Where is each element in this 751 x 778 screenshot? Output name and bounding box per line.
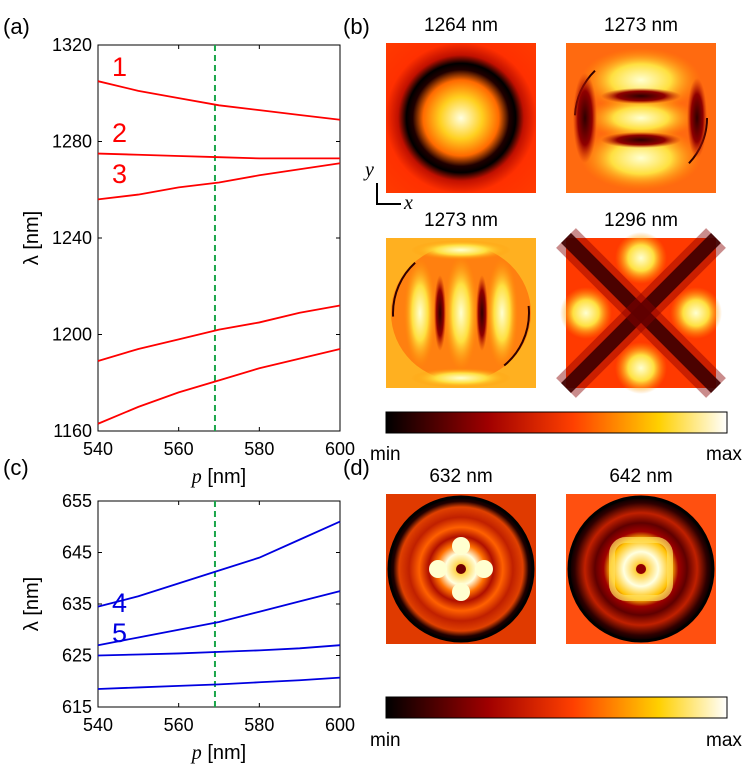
x-tick-label: 560 bbox=[164, 439, 194, 459]
x-tick-label: 600 bbox=[325, 715, 355, 735]
panel-label-d: (d) bbox=[343, 455, 370, 480]
series-line-3 bbox=[97, 676, 341, 690]
series-line-2 bbox=[97, 162, 341, 201]
axis-x-label: x bbox=[403, 192, 413, 214]
map-title-1264: 1264 nm bbox=[424, 15, 498, 36]
y-axis-label: λ [nm] bbox=[21, 211, 43, 265]
y-tick-label: 635 bbox=[62, 594, 92, 614]
field-maps-d: 632 nm 642 nm min max bbox=[370, 466, 742, 751]
series-line-2 bbox=[97, 644, 341, 657]
field-map-1264 bbox=[386, 43, 536, 193]
field-map-642 bbox=[566, 494, 716, 644]
y-tick-label: 655 bbox=[62, 491, 92, 511]
x-tick-label: 540 bbox=[83, 439, 113, 459]
chart-c: 540 560 580 600 615 625 635 645 655 p [nm] λ [nm] 4… bbox=[21, 491, 355, 764]
colorbar-b: min max bbox=[370, 411, 742, 465]
series-label-3: 3 bbox=[112, 159, 127, 189]
map-title-1273a: 1273 nm bbox=[604, 15, 678, 36]
field-maps-b: 1264 nm 1273 nm 1273 nm 1296 nm y x bbox=[363, 15, 742, 465]
y-tick-label: 645 bbox=[62, 543, 92, 563]
field-map-1296 bbox=[556, 228, 726, 398]
colorbar-b-min: min bbox=[370, 444, 401, 465]
plot-area bbox=[97, 44, 341, 432]
y-tick-label: 625 bbox=[62, 646, 92, 666]
colorbar-d-max: max bbox=[706, 730, 742, 751]
field-map-1273-top bbox=[566, 43, 716, 193]
panel-label-c: (c) bbox=[3, 455, 29, 480]
y-tick-label: 1280 bbox=[52, 132, 92, 152]
series-line-4 bbox=[97, 348, 341, 425]
field-map-1273-bottom bbox=[386, 238, 536, 388]
series-line-1 bbox=[97, 590, 341, 647]
series-label-1: 1 bbox=[112, 52, 127, 82]
y-axis-label: λ [nm] bbox=[21, 577, 43, 631]
series-line-0 bbox=[97, 80, 341, 121]
xy-axis-indicator: y x bbox=[363, 159, 413, 214]
x-tick-label: 540 bbox=[83, 715, 113, 735]
plot-area bbox=[97, 500, 341, 708]
x-tick-label: 560 bbox=[164, 715, 194, 735]
series-label-2: 2 bbox=[112, 118, 127, 148]
map-title-1296: 1296 nm bbox=[604, 210, 678, 231]
colorbar-b-max: max bbox=[706, 444, 742, 465]
series-line-0 bbox=[97, 520, 341, 608]
y-tick-label: 1240 bbox=[52, 228, 92, 248]
series-label-5: 5 bbox=[112, 618, 127, 648]
field-map-632 bbox=[386, 494, 536, 644]
colorbar-d-min: min bbox=[370, 730, 401, 751]
x-tick-label: 580 bbox=[244, 439, 274, 459]
y-tick-label: 615 bbox=[62, 697, 92, 717]
y-tick-label: 1160 bbox=[53, 421, 92, 441]
map-title-1273b: 1273 nm bbox=[424, 210, 498, 231]
y-tick-label: 1320 bbox=[52, 35, 92, 55]
panel-label-b: (b) bbox=[343, 14, 370, 39]
y-tick-label: 1200 bbox=[52, 325, 92, 345]
series-line-3 bbox=[97, 304, 341, 362]
colorbar-d: min max bbox=[370, 696, 742, 751]
series-line-1 bbox=[97, 152, 340, 160]
x-tick-label: 600 bbox=[325, 439, 355, 459]
x-tick-label: 580 bbox=[244, 715, 274, 735]
axis-y-label: y bbox=[363, 159, 374, 181]
panel-label-a: (a) bbox=[3, 14, 30, 39]
chart-a: 540 560 580 600 1160 1200 1240 1280 1320 p [nm] λ … bbox=[21, 35, 355, 488]
series-label-4: 4 bbox=[112, 588, 127, 618]
map-title-632: 632 nm bbox=[429, 466, 492, 487]
x-axis-label: p [nm] bbox=[190, 466, 246, 488]
map-title-642: 642 nm bbox=[609, 466, 672, 487]
x-axis-label: p [nm] bbox=[190, 742, 246, 764]
